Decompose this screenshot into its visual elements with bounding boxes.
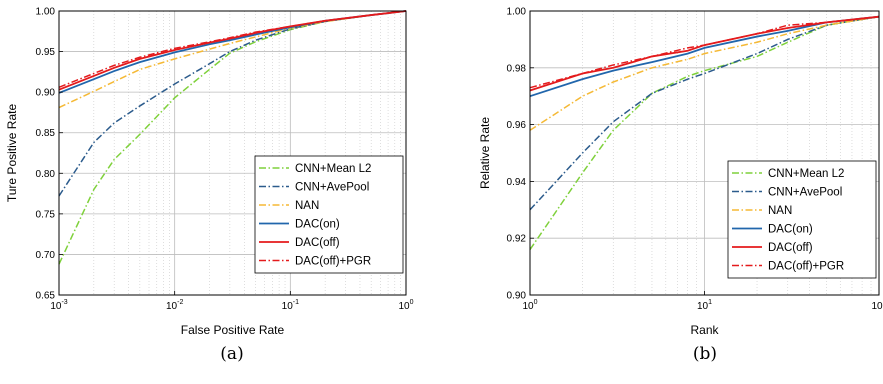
y-tick-label: 0.75	[36, 209, 56, 220]
legend-box	[727, 160, 877, 279]
y-tick-label: 1.00	[36, 7, 56, 18]
legend-label: DAC(on)	[295, 219, 340, 231]
series-line-1	[529, 15, 880, 250]
legend-label: DAC(off)+PGR	[768, 261, 844, 273]
legend-label: DAC(on)	[768, 224, 813, 236]
x-tick-label: 100	[398, 299, 413, 312]
x-tick-label: 102	[871, 299, 883, 312]
figure-caption: (b)	[693, 344, 717, 364]
y-tick-label: 0.65	[36, 291, 56, 302]
y-axis-label: Ture Positive Rate	[5, 104, 19, 203]
y-tick-label: 0.92	[507, 234, 527, 245]
legend-label: CNN+AvePool	[768, 187, 842, 199]
x-axis-label: False Positive Rate	[181, 323, 285, 337]
legend: CNN+Mean L2 CNN+AvePool NAN DAC(on) DAC(off)…	[727, 160, 877, 279]
y-tick-label: 0.94	[507, 177, 527, 188]
legend-label: DAC(off)	[768, 242, 813, 254]
figure-caption: (a)	[220, 344, 243, 364]
y-axis-label: Relative Rate	[478, 117, 492, 189]
series-line-6	[58, 10, 407, 88]
y-tick-label: 0.90	[36, 88, 56, 99]
chart-panel-2: 100 101 102 0.90 0.92 0.94 0.96 0.98 1.00 Rank Rel…	[478, 7, 883, 365]
legend-label: DAC(off)+PGR	[295, 256, 371, 268]
chart-panel-1: 10-3 10-2 10-1 100 0.65 0.70 0.75 0.80 0.85 0.90 0…	[5, 7, 414, 365]
x-tick-label: 101	[697, 299, 712, 312]
series-line-5	[529, 15, 880, 92]
x-tick-label: 100	[522, 299, 537, 312]
legend-label: NAN	[768, 205, 792, 217]
legend-label: CNN+AvePool	[295, 182, 369, 194]
legend-label: NAN	[295, 200, 319, 212]
legend-label: DAC(off)	[295, 237, 340, 249]
y-tick-label: 0.85	[36, 128, 56, 139]
series-line-6	[529, 15, 880, 89]
y-tick-label: 0.90	[507, 291, 527, 302]
legend-label: CNN+Mean L2	[768, 168, 844, 180]
series-line-4	[58, 10, 407, 94]
y-tick-label: 0.98	[507, 63, 527, 74]
series-line-3	[58, 10, 407, 109]
minor-grid	[93, 11, 402, 295]
x-tick-label: 10-1	[282, 299, 299, 312]
series-line-5	[58, 10, 407, 91]
y-tick-label: 1.00	[507, 7, 527, 18]
x-tick-label: 10-2	[166, 299, 183, 312]
series-line-2	[529, 15, 880, 211]
y-tick-label: 0.70	[36, 250, 56, 261]
series-line-2	[58, 10, 407, 197]
legend-box	[254, 155, 404, 274]
x-tick-label: 10-3	[50, 299, 67, 312]
legend: CNN+Mean L2 CNN+AvePool NAN DAC(on) DAC(off)…	[254, 155, 404, 274]
y-tick-label: 0.80	[36, 169, 56, 180]
series-line-4	[529, 15, 880, 98]
plot-frame	[58, 10, 407, 296]
y-tick-label: 0.96	[507, 120, 527, 131]
x-axis-label: Rank	[690, 323, 719, 337]
y-tick-label: 0.95	[36, 47, 56, 58]
legend-label: CNN+Mean L2	[295, 163, 371, 175]
series-line-3	[529, 15, 880, 131]
